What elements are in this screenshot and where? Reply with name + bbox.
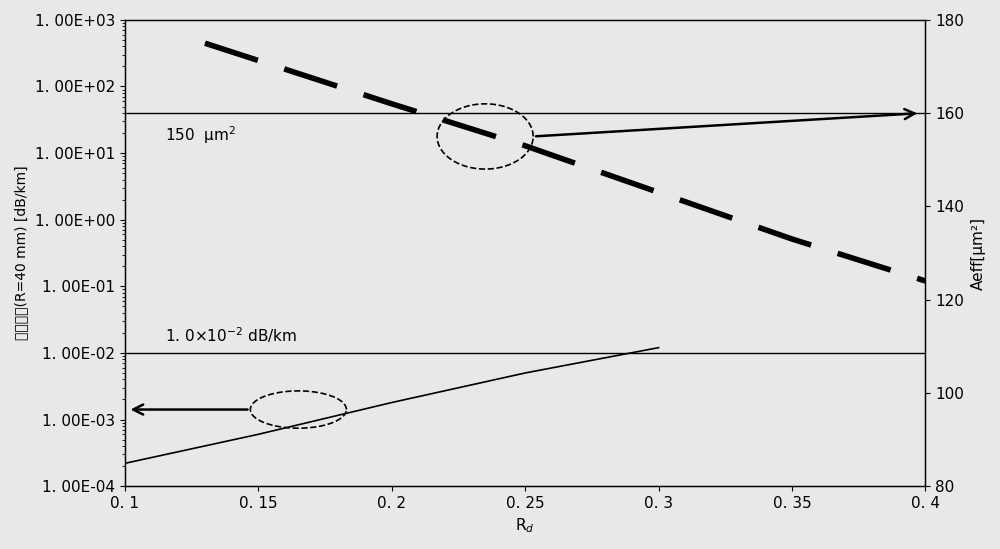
- Text: 150  μm$^2$: 150 μm$^2$: [165, 124, 236, 145]
- Text: 1. 0×10$^{-2}$ dB/km: 1. 0×10$^{-2}$ dB/km: [165, 326, 297, 345]
- Y-axis label: Aeff[μm²]: Aeff[μm²]: [971, 216, 986, 289]
- X-axis label: R$_d$: R$_d$: [515, 517, 535, 535]
- Y-axis label: 彎曲損耗(R=40 mm) [dB/km]: 彎曲損耗(R=40 mm) [dB/km]: [14, 166, 28, 340]
